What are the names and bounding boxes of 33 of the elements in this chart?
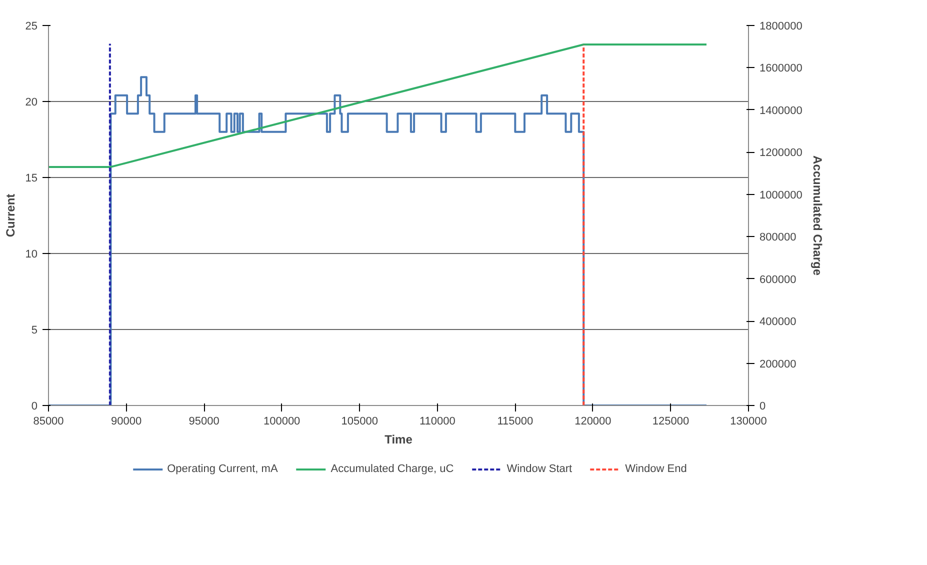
y-tick-label: 25 — [25, 20, 38, 32]
y2-tick-label: 1200000 — [760, 147, 802, 160]
y-tick-label: 5 — [31, 324, 38, 336]
x-tick-label: 90000 — [110, 416, 142, 428]
y2-tick-label: 200000 — [760, 358, 796, 370]
y2-axis-title: Accumulated Charge — [810, 155, 824, 276]
y-tick-label: 10 — [25, 248, 38, 260]
y-tick-label: 15 — [25, 172, 38, 184]
x-tick-label: 120000 — [574, 416, 612, 428]
x-axis-title: Time — [384, 432, 413, 446]
x-tick-label: 110000 — [419, 416, 456, 428]
x-tick-label: 125000 — [652, 416, 690, 428]
x-tick-label: 95000 — [188, 416, 220, 428]
y2-tick-label: 400000 — [760, 316, 796, 328]
y-tick-label: 0 — [31, 400, 38, 412]
x-tick-label: 105000 — [341, 416, 378, 428]
y2-tick-label: 1600000 — [760, 62, 802, 75]
x-tick-label: 130000 — [730, 416, 767, 428]
y-axis-title: Current — [3, 194, 18, 238]
y2-tick-label: 800000 — [760, 232, 796, 244]
legend-label: Accumulated Charge, uC — [330, 463, 454, 475]
legend-label: Window Start — [506, 463, 572, 475]
x-tick-label: 115000 — [497, 416, 534, 428]
x-tick-label: 85000 — [33, 416, 64, 428]
legend-label: Operating Current, mA — [167, 463, 278, 475]
y2-tick-label: 600000 — [760, 274, 796, 286]
y2-tick-label: 1000000 — [760, 189, 802, 202]
y-tick-label: 20 — [25, 96, 38, 108]
y2-tick-label: 0 — [760, 400, 766, 412]
y2-tick-label: 1400000 — [760, 104, 802, 117]
x-tick-label: 100000 — [263, 416, 300, 428]
y2-tick-label: 1800000 — [760, 20, 802, 32]
legend-label: Window End — [625, 463, 687, 475]
